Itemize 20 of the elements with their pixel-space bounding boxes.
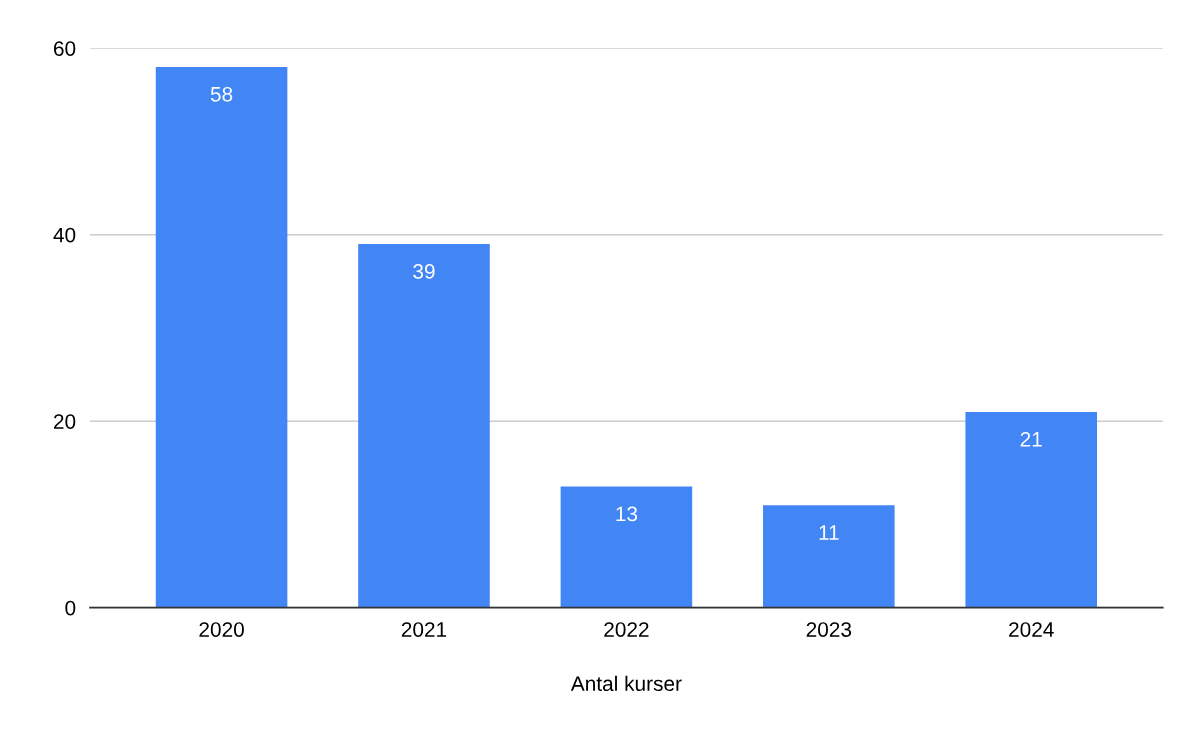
y-tick-label: 60 xyxy=(54,41,76,56)
x-tick-label: 2021 xyxy=(401,622,447,637)
bar xyxy=(155,66,288,608)
y-tick-label: 20 xyxy=(53,414,76,429)
bar xyxy=(560,486,693,608)
y-tick-label: 40 xyxy=(53,227,76,243)
data-label: 13 xyxy=(616,506,638,522)
data-label: 58 xyxy=(210,86,233,102)
y-tick-label: 0 xyxy=(65,600,76,616)
bar xyxy=(965,411,1098,608)
x-tick-label: 2024 xyxy=(1009,622,1054,637)
bar xyxy=(763,505,895,608)
data-label: 11 xyxy=(819,525,839,540)
x-tick-label: 2023 xyxy=(806,622,852,637)
x-tick-label: 2020 xyxy=(199,622,244,637)
x-tick-label: 2022 xyxy=(604,622,649,637)
x-axis-title: Antal kurser xyxy=(570,675,682,692)
bar xyxy=(358,244,490,608)
data-label: 39 xyxy=(413,264,435,279)
data-label: 21 xyxy=(1020,431,1042,447)
